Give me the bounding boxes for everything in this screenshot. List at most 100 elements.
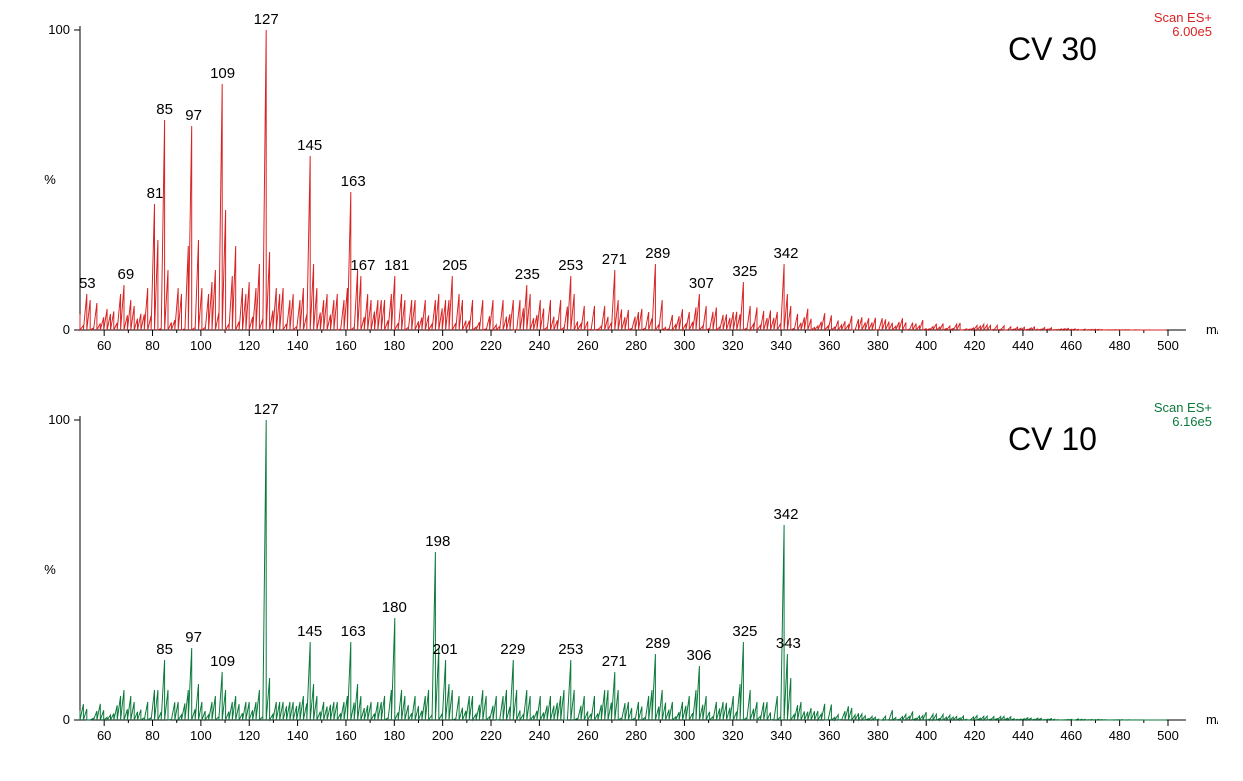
peak-label: 253 bbox=[558, 641, 583, 658]
spectrum-trace bbox=[80, 420, 1167, 720]
peak-label: 198 bbox=[425, 533, 450, 550]
x-tick-label: 60 bbox=[97, 728, 111, 743]
scan-mode-label: Scan ES+ bbox=[1154, 400, 1212, 415]
peak-label: 342 bbox=[773, 506, 798, 523]
x-tick-label: 240 bbox=[529, 728, 551, 743]
x-tick-label: 180 bbox=[383, 338, 405, 353]
peak-label: 145 bbox=[297, 137, 322, 154]
x-tick-label: 380 bbox=[867, 728, 889, 743]
x-tick-label: 400 bbox=[915, 338, 937, 353]
peak-label: 167 bbox=[350, 257, 375, 274]
x-tick-label: 160 bbox=[335, 338, 357, 353]
peak-label: 307 bbox=[689, 275, 714, 292]
x-tick-label: 480 bbox=[1109, 338, 1131, 353]
x-tick-label: 100 bbox=[190, 338, 212, 353]
y-tick-label: 0 bbox=[63, 322, 70, 337]
y-axis-label: % bbox=[44, 562, 56, 577]
y-axis-label: % bbox=[44, 172, 56, 187]
x-tick-label: 480 bbox=[1109, 728, 1131, 743]
x-tick-label: 400 bbox=[915, 728, 937, 743]
peak-label: 271 bbox=[602, 251, 627, 268]
x-tick-label: 200 bbox=[432, 728, 454, 743]
peak-label: 271 bbox=[602, 653, 627, 670]
y-tick-label: 100 bbox=[48, 412, 70, 427]
peak-label: 205 bbox=[442, 257, 467, 274]
peak-label: 127 bbox=[254, 11, 279, 28]
peak-label: 69 bbox=[118, 266, 135, 283]
x-tick-label: 240 bbox=[529, 338, 551, 353]
peak-label: 235 bbox=[515, 266, 540, 283]
x-tick-label: 120 bbox=[238, 728, 260, 743]
x-tick-label: 160 bbox=[335, 728, 357, 743]
peak-label: 97 bbox=[185, 629, 202, 646]
peak-label: 253 bbox=[558, 257, 583, 274]
x-tick-label: 80 bbox=[145, 728, 159, 743]
peak-label: 81 bbox=[147, 185, 164, 202]
peak-label: 109 bbox=[210, 65, 235, 82]
peak-label: 163 bbox=[341, 623, 366, 640]
peak-label: 289 bbox=[645, 245, 670, 262]
x-tick-label: 360 bbox=[819, 338, 841, 353]
peak-label: 145 bbox=[297, 623, 322, 640]
x-tick-label: 220 bbox=[480, 728, 502, 743]
peak-label: 85 bbox=[156, 641, 173, 658]
y-tick-label: 100 bbox=[48, 22, 70, 37]
x-tick-label: 220 bbox=[480, 338, 502, 353]
peak-label: 229 bbox=[500, 641, 525, 658]
x-tick-label: 460 bbox=[1060, 338, 1082, 353]
x-tick-label: 360 bbox=[819, 728, 841, 743]
x-axis-label: m/z bbox=[1206, 712, 1218, 727]
x-tick-label: 60 bbox=[97, 338, 111, 353]
x-tick-label: 320 bbox=[722, 728, 744, 743]
peak-label: 289 bbox=[645, 635, 670, 652]
x-tick-label: 140 bbox=[287, 338, 309, 353]
x-tick-label: 280 bbox=[625, 728, 647, 743]
spectrum-panel-cv10: 60 80 100 120 140 160 180 200 220 240 260 280 300 320… bbox=[28, 400, 1218, 770]
peak-label: 127 bbox=[254, 401, 279, 418]
x-tick-label: 380 bbox=[867, 338, 889, 353]
peak-label: 325 bbox=[732, 263, 757, 280]
peak-label: 109 bbox=[210, 653, 235, 670]
x-tick-label: 80 bbox=[145, 338, 159, 353]
peak-label: 97 bbox=[185, 107, 202, 124]
scan-mode-label: Scan ES+ bbox=[1154, 10, 1212, 25]
peak-label: 343 bbox=[776, 635, 801, 652]
x-tick-label: 120 bbox=[238, 338, 260, 353]
peak-label: 201 bbox=[433, 641, 458, 658]
x-tick-label: 420 bbox=[964, 338, 986, 353]
x-tick-label: 300 bbox=[674, 338, 696, 353]
x-tick-label: 440 bbox=[1012, 338, 1034, 353]
x-axis-label: m/z bbox=[1206, 322, 1218, 337]
scan-intensity-label: 6.00e5 bbox=[1172, 24, 1212, 39]
spectrum-trace bbox=[80, 30, 1167, 330]
x-tick-label: 100 bbox=[190, 728, 212, 743]
x-tick-label: 340 bbox=[770, 728, 792, 743]
peak-label: 181 bbox=[384, 257, 409, 274]
panel-title: CV 30 bbox=[1008, 31, 1097, 67]
x-tick-label: 440 bbox=[1012, 728, 1034, 743]
x-tick-label: 460 bbox=[1060, 728, 1082, 743]
x-tick-label: 340 bbox=[770, 338, 792, 353]
y-tick-label: 0 bbox=[63, 712, 70, 727]
x-tick-label: 180 bbox=[383, 728, 405, 743]
peak-label: 163 bbox=[341, 173, 366, 190]
peak-label: 325 bbox=[732, 623, 757, 640]
x-tick-label: 260 bbox=[577, 728, 599, 743]
peak-label: 306 bbox=[686, 647, 711, 664]
panel-title: CV 10 bbox=[1008, 421, 1097, 457]
x-tick-label: 300 bbox=[674, 728, 696, 743]
peak-label: 180 bbox=[382, 599, 407, 616]
scan-intensity-label: 6.16e5 bbox=[1172, 414, 1212, 429]
x-tick-label: 280 bbox=[625, 338, 647, 353]
x-tick-label: 320 bbox=[722, 338, 744, 353]
x-tick-label: 260 bbox=[577, 338, 599, 353]
x-tick-label: 200 bbox=[432, 338, 454, 353]
peak-label: 342 bbox=[773, 245, 798, 262]
x-tick-label: 500 bbox=[1157, 338, 1179, 353]
spectrum-panel-cv30: 60 80 100 120 140 160 180 200 220 240 260 280 300 320… bbox=[28, 10, 1218, 380]
x-tick-label: 420 bbox=[964, 728, 986, 743]
peak-label: 85 bbox=[156, 101, 173, 118]
x-tick-label: 500 bbox=[1157, 728, 1179, 743]
peak-label: 53 bbox=[79, 275, 96, 292]
x-tick-label: 140 bbox=[287, 728, 309, 743]
